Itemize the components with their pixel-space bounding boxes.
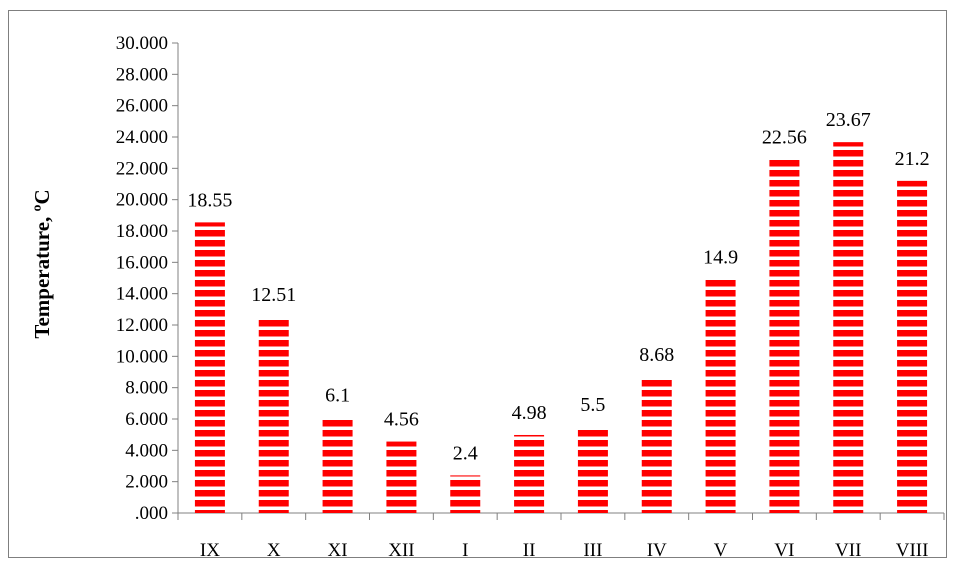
- x-tick-label: XI: [328, 540, 348, 561]
- y-tick-label: 26.000: [116, 96, 168, 117]
- bar: [769, 159, 800, 513]
- x-tick-label: IX: [200, 540, 220, 561]
- bar: [322, 417, 353, 513]
- y-tick-label: 8.000: [125, 378, 168, 399]
- y-tick-label: 12.000: [116, 315, 168, 336]
- y-tick-label: 24.000: [116, 127, 168, 148]
- data-labels: 18.55 12.51 6.1 4.56 2.4 4.98 5.5 8.68 14.9 22.56…: [187, 109, 929, 464]
- y-tick-label: 18.000: [116, 221, 168, 242]
- data-label: 22.56: [762, 127, 807, 149]
- y-tick-label: 22.000: [116, 158, 168, 179]
- y-tick-label: 4.000: [125, 440, 168, 461]
- bar: [386, 441, 417, 513]
- bar: [833, 142, 864, 514]
- data-label: 23.67: [826, 109, 871, 131]
- y-tick-label: 2.000: [125, 472, 168, 493]
- y-tick-label: 16.000: [116, 252, 168, 273]
- bar: [194, 222, 225, 513]
- bar: [577, 426, 608, 513]
- y-tick-label: 10.000: [116, 346, 168, 367]
- y-tick-label: 14.000: [116, 284, 168, 305]
- y-axis-title: Temperature, ºC: [30, 189, 54, 338]
- x-tick-label: VII: [835, 540, 861, 561]
- x-tick-label: XII: [388, 540, 414, 561]
- y-axis: .000 2.000 4.000 6.000 8.000 10.000 12.000 14.0…: [116, 33, 179, 524]
- y-tick-label: 6.000: [125, 409, 168, 430]
- data-label: 18.55: [187, 189, 232, 211]
- x-tick-label: II: [523, 540, 536, 561]
- bar: [450, 475, 481, 513]
- bar: [705, 279, 736, 513]
- x-tick-label: I: [462, 540, 468, 561]
- x-tick-label: VIII: [896, 540, 929, 561]
- x-tick-label: VI: [774, 540, 794, 561]
- bar: [897, 180, 928, 513]
- data-label: 12.51: [251, 284, 296, 306]
- bar: [514, 434, 545, 513]
- x-tick-label: V: [714, 540, 728, 561]
- y-tick-label: .000: [135, 503, 168, 524]
- y-tick-label: 20.000: [116, 190, 168, 211]
- x-tick-label: IV: [647, 540, 667, 561]
- data-label: 8.68: [639, 344, 674, 366]
- bar: [258, 317, 289, 513]
- data-label: 5.5: [580, 394, 605, 416]
- data-label: 21.2: [895, 148, 930, 170]
- x-tick-label: III: [583, 540, 602, 561]
- x-tick-label: X: [267, 540, 281, 561]
- data-label: 2.4: [453, 442, 478, 464]
- data-label: 4.56: [384, 409, 419, 431]
- data-label: 14.9: [703, 247, 738, 269]
- y-tick-label: 30.000: [116, 33, 168, 54]
- bars: [194, 142, 928, 514]
- bar: [641, 377, 672, 513]
- y-tick-label: 28.000: [116, 64, 168, 85]
- data-label: 6.1: [325, 384, 350, 406]
- x-axis: IX X XI XII I II III IV V VI VII VIII: [177, 512, 945, 561]
- data-label: 4.98: [512, 402, 547, 424]
